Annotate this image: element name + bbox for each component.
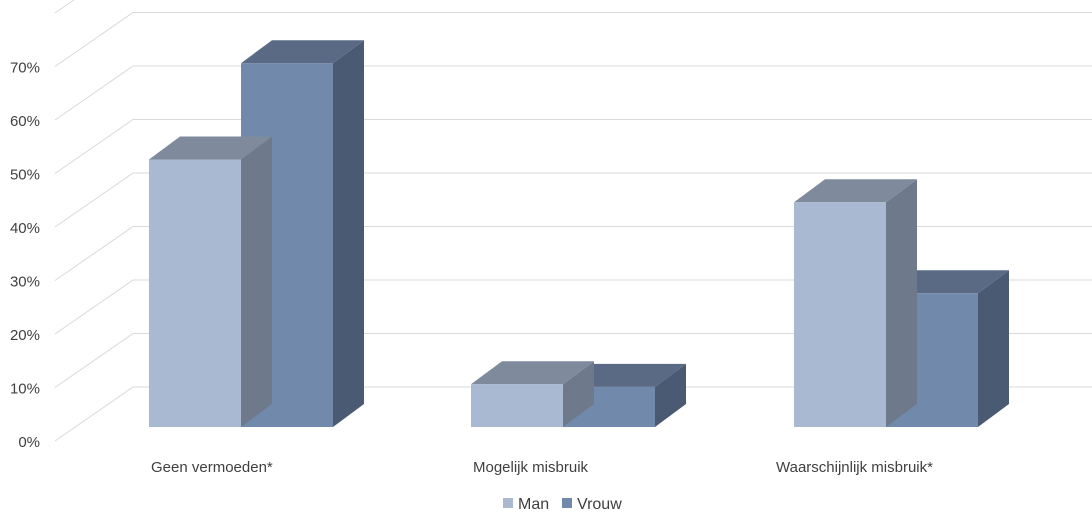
x-category-label: Waarschijnlijk misbruik* [776,459,933,476]
gridline-diagonal [54,172,134,228]
gridline-diagonal [54,0,75,14]
y-tick-label: 10% [10,381,40,398]
legend: Man Vrouw [503,496,622,512]
bar-man-0 [149,136,272,427]
legend-swatch [562,498,572,508]
bars [149,40,1009,427]
bar-side [886,179,917,427]
legend-label: Man [518,496,549,512]
bar-front [471,384,563,427]
bar-man-2 [794,179,917,427]
bar-front [149,159,241,427]
y-tick-label: 50% [10,167,40,184]
labels: 0% 10% 20% 30% 40% 50% 60% 70% Geen vermoeden* Mo… [10,60,933,477]
y-tick-label: 40% [10,220,40,237]
bar-side [978,270,1009,427]
y-tick-label: 20% [10,327,40,344]
gridline-diagonal [54,119,134,174]
gridline-diagonal [54,226,134,281]
bar-top [794,179,917,203]
x-category-label: Mogelijk misbruik [473,459,589,476]
gridline-diagonal [54,65,134,121]
bar-front [794,202,886,427]
y-tick-label: 0% [18,434,40,451]
gridline-diagonal [54,12,134,67]
legend-swatch [503,498,513,508]
x-category-label: Geen vermoeden* [151,459,273,476]
bar-top [149,136,272,160]
bar-man-1 [471,361,594,427]
bar-side [241,136,272,427]
legend-label: Vrouw [577,496,622,512]
gridline-diagonal [54,333,134,388]
bar-side [333,40,364,427]
gridline-diagonal [54,386,134,442]
y-tick-label: 60% [10,113,40,130]
gridline-diagonal [54,279,134,335]
y-tick-label: 30% [10,274,40,291]
bar-top [241,40,364,64]
bar-top [471,361,594,385]
bar-side [655,363,686,427]
y-tick-label: 70% [10,60,40,77]
bar-side [563,361,594,427]
